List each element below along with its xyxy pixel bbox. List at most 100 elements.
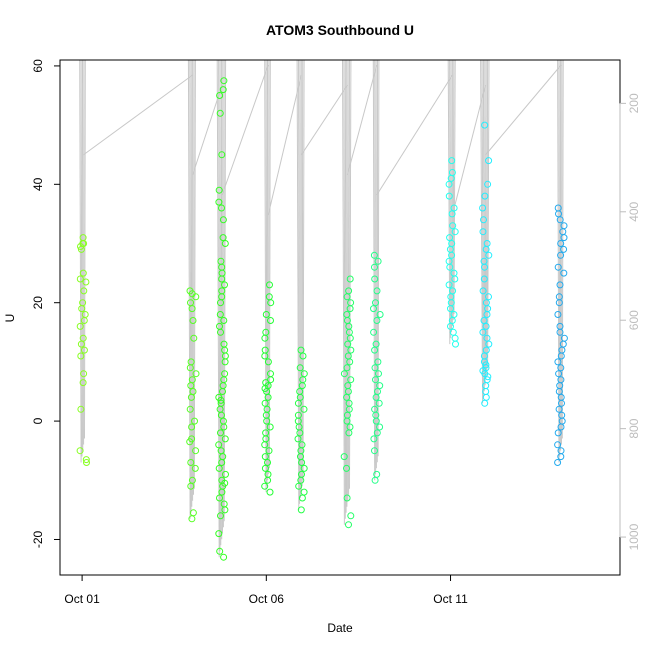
data-point xyxy=(370,328,378,336)
data-point xyxy=(554,358,562,366)
data-point xyxy=(340,370,348,378)
profile-line xyxy=(264,59,267,493)
data-point xyxy=(266,488,274,496)
data-point xyxy=(554,441,562,449)
profile-connector xyxy=(221,64,269,196)
data-point xyxy=(445,281,453,289)
data-point xyxy=(266,423,274,431)
data-point xyxy=(187,459,195,466)
data-point xyxy=(218,488,226,496)
right-axis-tick-label: 200 xyxy=(627,93,641,113)
data-point xyxy=(187,393,195,401)
data-point xyxy=(264,358,272,366)
profile-line xyxy=(302,59,305,480)
data-point xyxy=(261,441,269,449)
profile-line xyxy=(193,59,196,489)
data-point xyxy=(261,352,269,360)
data-point xyxy=(192,293,200,301)
data-point xyxy=(343,293,351,301)
data-point xyxy=(372,376,379,384)
data-point xyxy=(557,352,565,360)
data-point xyxy=(555,405,563,413)
data-point xyxy=(263,417,271,425)
data-point xyxy=(340,453,348,461)
data-point xyxy=(370,305,377,313)
data-point xyxy=(77,340,85,348)
data-point xyxy=(448,251,456,259)
data-point xyxy=(554,311,562,318)
data-point xyxy=(186,364,194,372)
data-point xyxy=(261,464,269,472)
right-axis-tick-label: 800 xyxy=(627,418,641,438)
data-point xyxy=(297,506,305,514)
profile-line xyxy=(79,59,82,463)
data-point xyxy=(347,512,355,520)
data-point xyxy=(481,399,489,407)
data-point xyxy=(220,423,228,431)
data-point xyxy=(345,521,352,529)
data-point xyxy=(79,379,87,387)
data-point xyxy=(445,192,453,200)
data-point xyxy=(560,234,568,242)
profile-line xyxy=(265,59,268,487)
data-point xyxy=(82,456,90,464)
profile-line xyxy=(482,59,485,392)
data-point xyxy=(265,447,273,455)
data-point xyxy=(371,447,378,455)
data-point xyxy=(346,358,354,366)
data-point xyxy=(556,328,564,336)
data-point xyxy=(343,464,350,472)
data-point xyxy=(77,352,85,360)
data-point xyxy=(296,364,304,372)
data-point xyxy=(216,547,224,555)
data-point xyxy=(218,204,225,212)
data-point xyxy=(294,399,302,407)
data-point xyxy=(482,322,490,330)
profile-line xyxy=(296,59,300,510)
data-point xyxy=(261,482,269,490)
y-tick-label: 20 xyxy=(31,296,45,310)
data-point xyxy=(218,151,226,159)
data-point xyxy=(479,228,487,236)
data-point xyxy=(80,370,88,378)
data-point xyxy=(298,459,306,466)
profile-connector xyxy=(300,84,348,156)
profile-connector xyxy=(485,64,562,156)
x-axis: Oct 01 Oct 06 Oct 11 xyxy=(64,575,468,606)
data-point xyxy=(375,370,382,378)
data-point xyxy=(187,482,195,490)
data-point xyxy=(216,92,224,99)
data-point xyxy=(298,494,306,502)
y-axis: -20 0 20 40 60 xyxy=(31,59,60,548)
profile-line xyxy=(342,59,345,525)
profile-connector xyxy=(82,74,193,156)
data-point xyxy=(481,263,488,271)
data-point xyxy=(447,174,455,182)
data-point xyxy=(482,393,490,401)
data-point xyxy=(370,435,378,443)
data-point xyxy=(480,275,488,283)
plot-frame xyxy=(59,59,621,576)
data-point xyxy=(451,228,459,236)
y-tick-label: 60 xyxy=(31,59,45,73)
data-point xyxy=(267,317,274,324)
data-point xyxy=(79,240,87,247)
profile-line xyxy=(193,59,195,495)
data-point xyxy=(557,240,565,247)
data-point xyxy=(479,204,487,212)
data-point xyxy=(191,417,198,425)
data-point xyxy=(343,417,351,425)
data-point xyxy=(76,322,84,330)
data-point xyxy=(264,393,272,401)
data-point xyxy=(481,121,489,129)
data-point xyxy=(343,393,351,401)
data-point xyxy=(79,269,87,277)
data-point xyxy=(261,334,269,342)
x-axis-title: Date xyxy=(327,621,353,635)
data-point xyxy=(558,399,565,407)
data-point xyxy=(298,382,306,390)
data-point xyxy=(346,305,354,313)
data-point xyxy=(482,245,490,253)
data-point xyxy=(299,352,307,360)
